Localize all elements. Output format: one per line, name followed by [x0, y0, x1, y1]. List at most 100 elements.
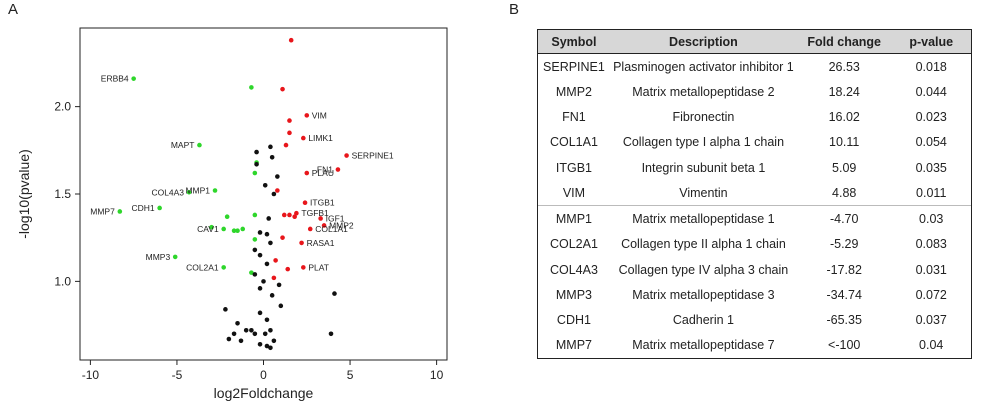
point-down-regulated [131, 76, 136, 81]
point-up-regulated [318, 216, 323, 221]
point-up-regulated [273, 258, 278, 263]
cell-fold-change: 4.88 [832, 185, 857, 200]
cell-symbol: MMP3 [555, 287, 592, 302]
gene-label: MMP3 [146, 252, 171, 262]
point-not-significant [254, 161, 259, 167]
point-down-regulated [249, 270, 254, 275]
point-not-significant [261, 279, 266, 284]
point-not-significant [235, 321, 240, 326]
point-not-significant [264, 343, 270, 349]
gene-table-container: Symbol Description Fold change p-value S… [537, 29, 972, 359]
cell-fold-change: -4.70 [796, 205, 892, 232]
point-not-significant [257, 341, 263, 347]
point-up-regulated [292, 214, 297, 220]
point-up-regulated [301, 265, 306, 270]
point-up-regulated [307, 226, 313, 232]
gene-label: COL4A3 [151, 187, 184, 197]
cell-description: Matrix metallopeptidase 2 [632, 84, 775, 99]
point-not-significant [268, 240, 273, 246]
cell-p-value: 0.03 [891, 205, 971, 232]
x-tick-label: -10 [82, 368, 100, 382]
x-tick-label: 10 [430, 368, 444, 382]
cell-p-value: 0.072 [915, 287, 947, 302]
point-not-significant [275, 174, 280, 179]
cell-symbol: MMP1 [538, 205, 610, 232]
point-not-significant [257, 286, 263, 291]
cell-p-value: 0.054 [915, 135, 947, 150]
gene-label: COL1A1 [315, 224, 348, 234]
gene-label: MAPT [171, 140, 195, 150]
point-not-significant [268, 345, 273, 351]
point-down-regulated [252, 237, 258, 242]
point-down-regulated [186, 189, 192, 195]
gene-label: FN1 [317, 165, 333, 175]
gene-label: SERPINE1 [352, 151, 394, 161]
gene-label: VIM [312, 110, 327, 120]
cell-description: Matrix metallopeptidase 3 [632, 287, 775, 302]
cell-p-value: 0.031 [915, 262, 947, 277]
point-up-regulated [344, 153, 349, 158]
cell-fold-change: 16.02 [828, 110, 860, 125]
point-not-significant [269, 293, 275, 298]
point-up-regulated [275, 188, 280, 193]
y-axis-title: -log10(pvalue) [16, 149, 32, 239]
point-up-regulated [294, 210, 299, 216]
table-row: MMP2 Matrix metallopeptidase 2 18.24 0.044 [538, 79, 971, 104]
cell-description: Matrix metallopeptidase 1 [609, 205, 797, 232]
header-description: Description [609, 30, 797, 54]
cell-p-value: 0.083 [915, 237, 947, 252]
cell-p-value: 0.023 [915, 110, 947, 125]
cell-description: Integrin subunit beta 1 [641, 160, 766, 175]
panel-label-b: B [509, 1, 520, 18]
point-down-regulated [252, 212, 258, 218]
point-up-regulated [302, 200, 308, 206]
point-not-significant [238, 338, 244, 344]
gene-label: PLAU [312, 168, 334, 178]
gene-label: PLAT [308, 262, 329, 272]
cell-symbol: MMP2 [555, 84, 592, 99]
cell-description: Collagen type II alpha 1 chain [621, 237, 786, 252]
point-not-significant [257, 310, 263, 316]
point-down-regulated [252, 170, 258, 176]
cell-symbol: CDH1 [556, 313, 591, 327]
y-tick-label: 1.0 [54, 274, 71, 288]
gene-label: RASA1 [307, 238, 335, 248]
table-row: COL2A1 Collagen type II alpha 1 chain -5.2… [538, 232, 971, 257]
y-tick-label: 2.0 [54, 100, 71, 114]
point-not-significant [278, 303, 284, 309]
header-p-value: p-value [891, 30, 971, 54]
gene-label: MMP1 [185, 186, 210, 196]
point-not-significant [264, 317, 270, 323]
table-row: CDH1 Cadherin 1 -65.35 0.037 [538, 307, 971, 332]
x-tick-label: 5 [347, 368, 354, 382]
x-tick-label: -5 [172, 368, 183, 382]
table-row: VIM Vimentin 4.88 0.011 [538, 180, 971, 206]
point-up-regulated [280, 86, 285, 92]
point-down-regulated [157, 205, 162, 211]
point-up-regulated [283, 142, 289, 148]
table-row: ITGB1 Integrin subunit beta 1 5.09 0.035 [538, 155, 971, 180]
gene-label: IGF1 [326, 213, 345, 223]
point-not-significant [268, 144, 273, 150]
cell-symbol: COL1A1 [549, 135, 598, 150]
gene-label: CAV1 [197, 224, 219, 234]
point-down-regulated [240, 226, 246, 232]
header-fold-change: Fold change [796, 30, 892, 54]
x-tick-label: 0 [260, 368, 267, 382]
point-not-significant [254, 149, 259, 155]
point-up-regulated [285, 266, 291, 272]
x-axis-title: log2Foldchange [214, 385, 314, 401]
point-not-significant [257, 230, 263, 235]
point-not-significant [264, 261, 270, 267]
point-down-regulated [221, 226, 226, 232]
cell-fold-change: -65.35 [826, 313, 862, 327]
cell-p-value: 0.037 [915, 313, 947, 327]
point-not-significant [249, 327, 254, 333]
point-down-regulated [249, 85, 254, 90]
point-not-significant [252, 331, 258, 337]
cell-description: Collagen type IV alpha 3 chain [618, 262, 789, 277]
cell-p-value: 0.044 [915, 84, 947, 99]
point-up-regulated [287, 130, 292, 136]
point-down-regulated [231, 228, 237, 233]
table-row: MMP7 Matrix metallopeptidase 7 <-100 0.04 [538, 333, 971, 358]
